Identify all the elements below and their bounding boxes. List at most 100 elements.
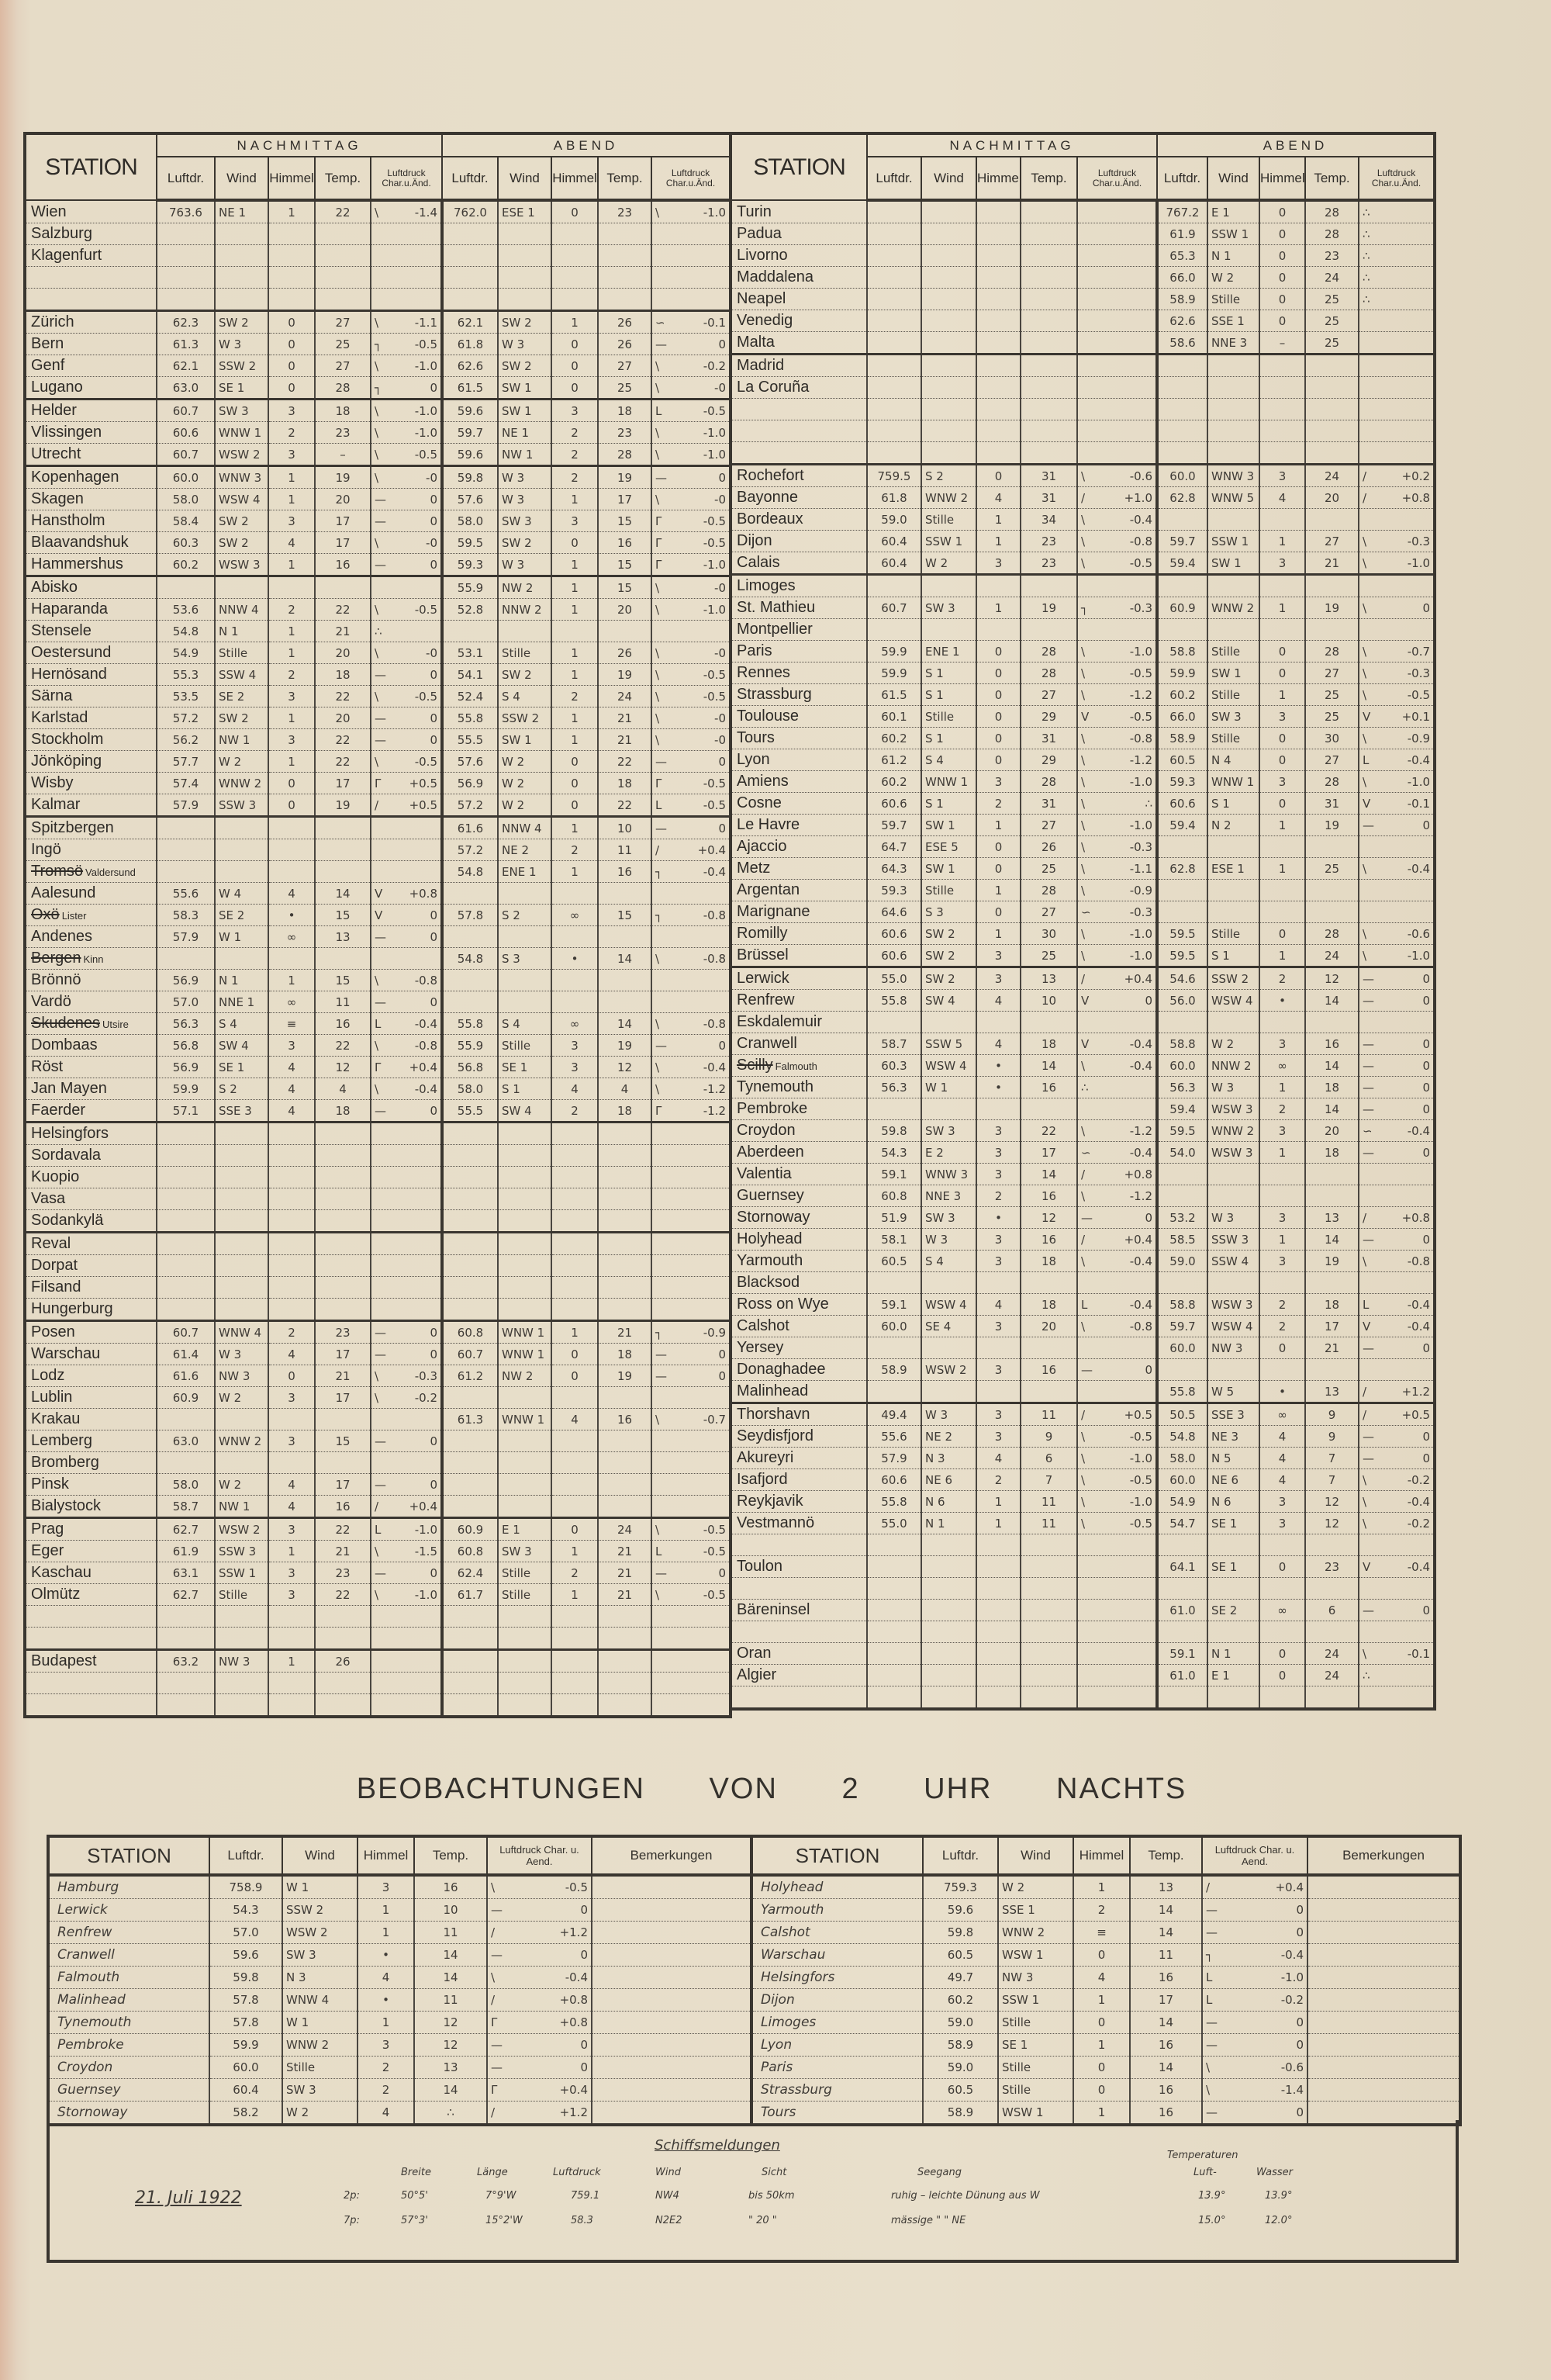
pressure-tendency-cell bbox=[1357, 1621, 1435, 1643]
table-row: Eger 61.9 SSW 3 1 21 \ -1.5 60.8 SW 3 1 21 L -0.5 bbox=[24, 1540, 731, 1562]
luftdruck-cell bbox=[440, 1451, 498, 1474]
tendency-symbol: / bbox=[1363, 1210, 1367, 1225]
temperatur-cell bbox=[314, 860, 371, 883]
temperatur-cell bbox=[1020, 1380, 1077, 1403]
pressure-tendency-cell: \ -0.8 bbox=[1357, 1250, 1435, 1272]
wind-cell bbox=[1207, 353, 1259, 377]
ship-breite: 50°5' bbox=[401, 2190, 428, 2202]
station-label: Algier bbox=[737, 1666, 777, 1683]
temperatur-cell: 29 bbox=[1020, 749, 1077, 771]
station-label: Eskdalemuir bbox=[737, 1013, 823, 1030]
temperatur-cell: – bbox=[314, 443, 371, 466]
himmel-cell: ≡ bbox=[268, 1012, 315, 1035]
table-row: Metz 64.3 SW 1 0 25 \ -1.1 62.8 ESE 1 1 25 \ -0.4 bbox=[730, 857, 1435, 880]
temperatur-cell: 23 bbox=[1304, 1555, 1359, 1578]
luftdruck-cell bbox=[440, 969, 498, 991]
tendency-symbol: — bbox=[375, 492, 386, 507]
pressure-tendency-cell bbox=[1357, 1534, 1435, 1556]
header-sicht: Sicht bbox=[762, 2167, 787, 2178]
himmel-cell: ∞ bbox=[268, 991, 315, 1013]
wind-cell: SW 1 bbox=[497, 728, 551, 751]
main-table-header: STATION NACHMITTAG ABEND Luftdr. Wind Himmel T… bbox=[24, 133, 732, 202]
column-header: Luftdruck Char.u.Änd. bbox=[1357, 156, 1436, 202]
luftdruck-cell: 60.6 bbox=[866, 792, 921, 815]
wind-cell: W 3 bbox=[497, 553, 551, 576]
column-header: Wind bbox=[282, 1835, 358, 1877]
station-name: Croydon bbox=[730, 1119, 867, 1142]
station-label: Rennes bbox=[737, 664, 790, 681]
station-name: Romilly bbox=[730, 922, 867, 945]
wind-cell: ESE 1 bbox=[1207, 857, 1259, 880]
station-name: Eskdalemuir bbox=[730, 1011, 867, 1033]
himmel-cell bbox=[551, 223, 598, 245]
pressure-tendency-cell: \ -0.2 bbox=[1357, 1468, 1435, 1491]
wind-cell bbox=[497, 1298, 551, 1321]
temperatur-cell: 23 bbox=[314, 1320, 371, 1344]
temperatur-cell bbox=[1020, 376, 1077, 399]
table-row: Särna 53.5 SE 2 3 22 \ -0.5 52.4 S 4 2 24 \ -0.5 bbox=[24, 685, 731, 707]
temperatur-cell: 16 bbox=[597, 531, 651, 554]
ship-time: 2p: bbox=[344, 2190, 360, 2202]
table-row: Bromberg bbox=[24, 1451, 731, 1474]
luftdruck-cell bbox=[156, 1231, 215, 1255]
wind-cell: W 2 bbox=[997, 1875, 1073, 1899]
station-label: Yarmouth bbox=[737, 1252, 803, 1269]
station-label: Guernsey bbox=[737, 1187, 804, 1204]
station-label: Cranwell bbox=[737, 1035, 797, 1052]
tendency-value: -0.3 bbox=[1407, 666, 1431, 680]
temperatur-cell bbox=[597, 1605, 651, 1628]
wind-cell: WSW 4 bbox=[1207, 989, 1259, 1012]
luftdruck-cell bbox=[440, 1605, 498, 1628]
pressure-tendency-cell bbox=[1357, 901, 1435, 923]
tendency-symbol: — bbox=[655, 754, 667, 769]
temperatur-cell: 10 bbox=[597, 815, 651, 839]
pressure-tendency-cell: / +0.4 bbox=[1201, 1875, 1307, 1899]
himmel-cell bbox=[976, 200, 1021, 223]
luftdruck-cell: 60.0 bbox=[209, 2056, 282, 2079]
pressure-tendency-cell: L -0.4 bbox=[1076, 1293, 1157, 1316]
tendency-value: +0.4 bbox=[1124, 971, 1152, 986]
wind-cell: NE 1 bbox=[214, 200, 268, 223]
luftdruck-cell bbox=[866, 420, 921, 442]
station-label: Salzburg bbox=[31, 225, 92, 242]
wind-cell: SW 3 bbox=[921, 1119, 976, 1142]
station-label: Metz bbox=[737, 860, 771, 877]
himmel-cell: 1 bbox=[268, 750, 315, 773]
tendency-value: +0.8 bbox=[559, 1993, 588, 2007]
table-row: Bordeaux 59.0 Stille 1 34 \ -0.4 bbox=[730, 508, 1435, 531]
wind-cell: WSW 4 bbox=[1207, 1315, 1259, 1337]
wind-cell bbox=[921, 573, 976, 597]
temperatur-cell: 23 bbox=[1020, 530, 1077, 552]
temperatur-cell: 18 bbox=[1020, 1293, 1077, 1316]
table-row: Helsingfors 49.7 NW 3 4 16 L -1.0 bbox=[751, 1966, 1460, 1989]
himmel-cell bbox=[976, 353, 1021, 377]
luftdruck-cell: 60.6 bbox=[866, 922, 921, 945]
pressure-tendency-cell: \ -1.0 bbox=[1076, 1447, 1157, 1469]
tendency-value: -0.8 bbox=[414, 1038, 437, 1053]
wind-cell: SSW 4 bbox=[1207, 1250, 1259, 1272]
himmel-cell bbox=[268, 1166, 315, 1188]
himmel-cell bbox=[268, 244, 315, 267]
temperatur-cell: 14 bbox=[1129, 2011, 1202, 2034]
tendency-value: -1.4 bbox=[414, 205, 437, 220]
tendency-symbol: \ bbox=[1363, 534, 1367, 548]
pressure-tendency-cell: \ -0.8 bbox=[1076, 530, 1157, 552]
temperatur-cell: 25 bbox=[1304, 683, 1359, 706]
tendency-value: -0.8 bbox=[1129, 534, 1152, 548]
pressure-tendency-cell bbox=[370, 1298, 442, 1321]
tendency-symbol: \ bbox=[655, 358, 660, 373]
struck-station-name: Bergen bbox=[31, 950, 81, 967]
himmel-cell bbox=[551, 1473, 598, 1496]
himmel-cell: 4 bbox=[268, 1473, 315, 1496]
station-name: Lemberg bbox=[24, 1430, 157, 1452]
column-header: Himmel bbox=[1073, 1835, 1131, 1877]
station-label: Lerwick bbox=[737, 970, 789, 987]
pressure-tendency-cell: \ -1.0 bbox=[370, 421, 442, 444]
himmel-cell bbox=[976, 398, 1021, 420]
wind-cell: N 1 bbox=[214, 620, 268, 642]
himmel-cell: 1 bbox=[1259, 944, 1305, 967]
temperatur-cell: 15 bbox=[314, 1430, 371, 1452]
tendency-symbol: — bbox=[1081, 1210, 1093, 1225]
wind-cell bbox=[1207, 376, 1259, 399]
tendency-value: -1.0 bbox=[1407, 948, 1431, 963]
